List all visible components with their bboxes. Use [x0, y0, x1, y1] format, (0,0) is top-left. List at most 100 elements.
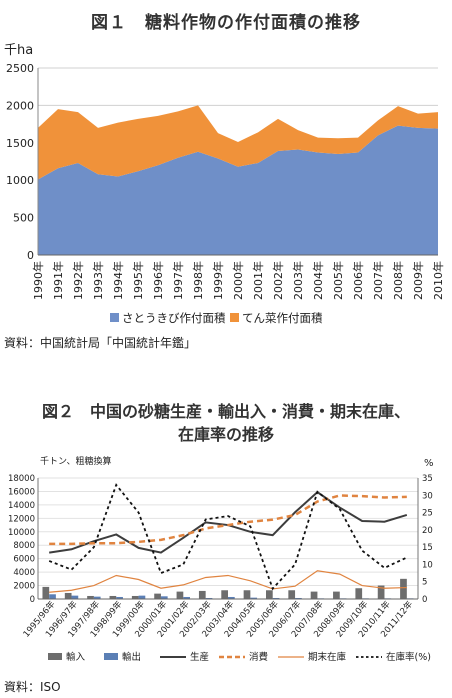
bar-export [160, 596, 168, 599]
x-tick-label: 1998年 [191, 261, 205, 300]
left-y-tick-label: 10000 [8, 528, 35, 538]
bar-import [243, 590, 251, 599]
x-tick-label: 2000年 [231, 261, 245, 300]
right-y-tick-label: 35 [422, 474, 433, 484]
bar-import [198, 590, 206, 599]
left-y-tick-label: 18000 [8, 474, 35, 484]
legend-swatch-bar [48, 653, 62, 660]
left-y-tick-label: 16000 [8, 487, 35, 497]
left-y-tick-label: 14000 [8, 501, 35, 511]
y-tick-label: 2000 [6, 99, 34, 112]
legend-label: 生産 [190, 651, 209, 663]
bar-import [333, 591, 340, 599]
legend-swatch-bar [104, 653, 118, 660]
x-tick-label: 1999年 [211, 261, 225, 300]
y-tick-label: 0 [27, 249, 34, 262]
legend-label: 消費 [249, 651, 268, 663]
left-y-tick-label: 8000 [13, 541, 35, 551]
left-y-tick-label: 12000 [8, 514, 35, 524]
bar-import [64, 592, 72, 599]
x-tick-label: 2007年 [371, 261, 385, 300]
line-ending-stock [49, 570, 407, 593]
x-tick-label: 1996年 [151, 261, 165, 300]
legend-swatch [230, 313, 239, 322]
right-axis-label: % [424, 458, 434, 469]
legend-label: さとうきび作付面積 [122, 311, 226, 325]
bar-import [377, 585, 385, 599]
bar-export [49, 594, 56, 599]
right-y-tick-label: 25 [422, 509, 433, 519]
left-y-tick-label: 4000 [13, 568, 35, 578]
bar-export [272, 597, 280, 599]
right-y-tick-label: 20 [422, 526, 433, 536]
y-tick-label: 2500 [6, 62, 34, 75]
legend-label: 期末在庫 [308, 651, 347, 663]
figure2-chart: 千トン、粗糖換算 % 0 2000 4000 6000 8000 10000 12000 1400… [8, 455, 434, 663]
bar-import [310, 591, 318, 599]
x-tick-label: 1997年 [171, 261, 185, 300]
x-tick-label: 1992年 [71, 261, 85, 300]
x-tick-label: 1990年 [31, 261, 45, 300]
left-y-tick-label: 6000 [13, 555, 35, 565]
legend-label: 輸入 [66, 651, 86, 663]
x-tick-label: 1994年 [111, 261, 125, 300]
x-tick-label: 2002年 [271, 261, 285, 300]
legend-label: てん菜作付面積 [242, 311, 323, 325]
bar-import [176, 591, 184, 599]
x-tick-label: 2001年 [251, 261, 265, 300]
bar-import [109, 595, 117, 599]
bar-export [71, 595, 79, 599]
bar-export [93, 596, 101, 599]
bar-import [131, 595, 139, 599]
bar-import [288, 590, 296, 599]
bar-import [400, 578, 407, 599]
x-tick-label: 2006年 [351, 261, 365, 300]
y-tick-label: 500 [13, 212, 34, 225]
series-area-sugarcane [38, 125, 438, 255]
x-tick-label: 2010年 [431, 261, 445, 300]
right-y-tick-label: 15 [422, 543, 433, 553]
x-tick-label: 1995年 [131, 261, 145, 300]
bar-export [183, 596, 190, 599]
x-tick-label: 2005年 [331, 261, 345, 300]
bar-import [87, 595, 94, 599]
left-y-tick-label: 2000 [13, 582, 35, 592]
line-consumption [49, 494, 407, 546]
left-y-tick-label: 0 [30, 595, 35, 605]
bar-import [154, 593, 161, 599]
right-y-tick-label: 5 [422, 578, 427, 588]
figure2-title-line2: 在庫率の推移 [177, 425, 274, 444]
bar-import [266, 590, 273, 599]
figure1-title: 図１ 糖料作物の作付面積の推移 [91, 13, 361, 33]
right-y-tick-label: 0 [422, 595, 427, 605]
figure1-source: 資料：中国統計局「中国統計年鑑」 [4, 336, 197, 350]
bar-import [42, 586, 50, 599]
x-tick-label: 2004年 [311, 261, 325, 300]
bar-import [355, 588, 363, 599]
bar-export [138, 595, 146, 599]
legend-label: 輸出 [122, 651, 141, 663]
bar-export [295, 597, 302, 599]
figure2-title-line1: 図２ 中国の砂糖生産・輸出入・消費・期末在庫、 [41, 402, 410, 421]
y-axis-unit: 千ha [4, 43, 33, 58]
legend-swatch [110, 313, 119, 322]
bar-export [205, 597, 213, 599]
x-tick-label: 2003年 [291, 261, 305, 300]
left-axis-label: 千トン、粗糖換算 [40, 455, 111, 467]
x-tick-label: 2008年 [391, 261, 405, 300]
right-y-tick-label: 10 [422, 560, 433, 570]
x-tick-label: 1993年 [91, 261, 105, 300]
figure1-chart: 0 500 1000 1500 2000 2500 千ha 1990年 1991年 1992年 19… [4, 43, 445, 325]
y-tick-label: 1500 [6, 137, 34, 150]
bar-export [250, 597, 258, 599]
line-stock-ratio [48, 483, 408, 591]
y-tick-label: 1000 [6, 174, 34, 187]
legend-label: 在庫率(%) [386, 651, 431, 663]
bar-import [221, 590, 228, 599]
series-area-sugarbeet [38, 105, 438, 180]
x-tick-label: 2009年 [411, 261, 425, 300]
bar-export [228, 596, 235, 599]
figure2-source: 資料：ISO [4, 680, 61, 694]
x-tick-label: 1991年 [51, 261, 65, 300]
bar-export [116, 596, 123, 599]
